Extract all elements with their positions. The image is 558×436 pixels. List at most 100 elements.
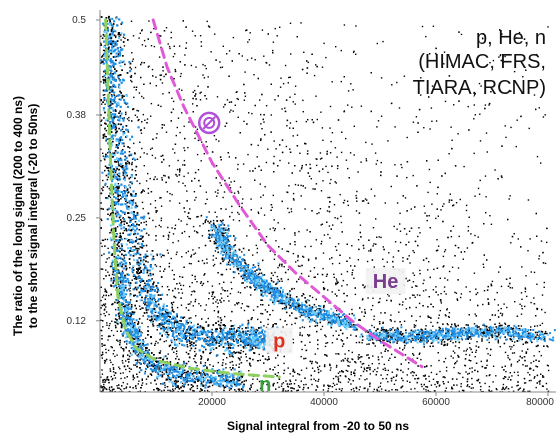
scatter-point <box>138 37 140 39</box>
scatter-point <box>191 282 193 284</box>
scatter-point <box>108 388 111 390</box>
scatter-point <box>181 112 183 114</box>
scatter-point <box>112 334 115 337</box>
scatter-point <box>283 266 285 268</box>
scatter-point <box>352 387 355 390</box>
scatter-point <box>474 93 476 95</box>
scatter-point <box>232 219 235 221</box>
scatter-point <box>468 314 470 316</box>
scatter-point <box>237 345 239 347</box>
scatter-point <box>165 27 168 29</box>
scatter-point <box>331 132 334 134</box>
scatter-point <box>337 353 339 355</box>
scatter-point <box>358 357 361 359</box>
scatter-point <box>283 372 285 375</box>
scatter-point <box>310 245 312 248</box>
scatter-point <box>427 389 429 392</box>
scatter-point <box>387 140 389 142</box>
scatter-point <box>244 95 247 97</box>
scatter-point <box>403 320 406 322</box>
scatter-point <box>450 337 452 339</box>
scatter-point <box>546 241 548 244</box>
scatter-point <box>100 120 102 122</box>
scatter-point <box>116 330 118 332</box>
scatter-point <box>192 225 195 228</box>
scatter-point <box>263 55 265 57</box>
scatter-point <box>163 75 165 78</box>
scatter-point <box>533 297 535 299</box>
scatter-point <box>152 219 154 222</box>
scatter-point <box>394 320 396 323</box>
scatter-point <box>544 311 546 314</box>
scatter-point <box>439 277 441 279</box>
scatter-point <box>387 369 389 372</box>
scatter-point <box>286 293 289 295</box>
scatter-point <box>122 354 124 357</box>
scatter-point <box>142 339 144 341</box>
scatter-point <box>308 175 311 177</box>
scatter-point <box>204 95 206 97</box>
scatter-point <box>240 383 242 385</box>
scatter-point <box>348 378 350 380</box>
scatter-point <box>272 385 274 387</box>
scatter-point <box>263 121 265 123</box>
scatter-point <box>258 229 260 231</box>
scatter-point <box>307 61 309 64</box>
scatter-point <box>160 226 162 228</box>
scatter-point <box>546 227 548 230</box>
scatter-point <box>331 263 334 265</box>
scatter-point <box>217 302 219 304</box>
scatter-point <box>178 45 181 47</box>
scatter-point <box>274 27 276 30</box>
scatter-point <box>141 237 143 239</box>
scatter-point <box>521 357 523 359</box>
scatter-point <box>486 359 488 361</box>
scatter-point <box>367 367 369 369</box>
scatter-point <box>300 184 302 187</box>
scatter-point <box>502 377 505 380</box>
scatter-point <box>100 242 102 244</box>
scatter-point <box>347 90 350 92</box>
scatter-point <box>462 258 464 260</box>
scatter-point <box>347 360 349 363</box>
scatter-point <box>117 242 119 244</box>
scatter-point <box>402 379 404 382</box>
scatter-point <box>287 278 289 281</box>
scatter-point <box>172 108 174 110</box>
scatter-point <box>176 350 178 352</box>
scatter-point <box>152 75 154 77</box>
scatter-point <box>231 288 233 290</box>
scatter-point <box>437 294 439 296</box>
scatter-point <box>141 44 144 46</box>
scatter-point <box>503 369 505 371</box>
scatter-point <box>204 273 206 275</box>
scatter-point <box>423 127 425 129</box>
scatter-point <box>538 350 541 353</box>
scatter-point <box>533 355 535 357</box>
scatter-point <box>484 382 486 385</box>
scatter-point <box>200 388 202 390</box>
scatter-point <box>382 322 384 324</box>
scatter-point <box>111 320 113 322</box>
scatter-point <box>183 175 185 178</box>
scatter-point <box>219 317 222 319</box>
scatter-point <box>466 247 469 249</box>
scatter-point <box>193 358 195 360</box>
scatter-point <box>101 268 104 270</box>
scatter-point <box>422 290 425 292</box>
scatter-point <box>464 364 466 367</box>
scatter-point <box>176 251 178 253</box>
scatter-point <box>508 198 510 200</box>
scatter-point <box>369 382 371 384</box>
scatter-point <box>123 229 126 232</box>
scatter-point <box>339 375 342 377</box>
scatter-point <box>162 66 164 68</box>
scatter-point <box>417 122 419 124</box>
scatter-point <box>450 230 452 232</box>
scatter-point <box>101 119 103 121</box>
scatter-point <box>366 199 368 201</box>
scatter-point <box>489 319 491 321</box>
scatter-point <box>194 132 196 134</box>
scatter-point <box>309 360 311 363</box>
scatter-point <box>157 388 160 390</box>
